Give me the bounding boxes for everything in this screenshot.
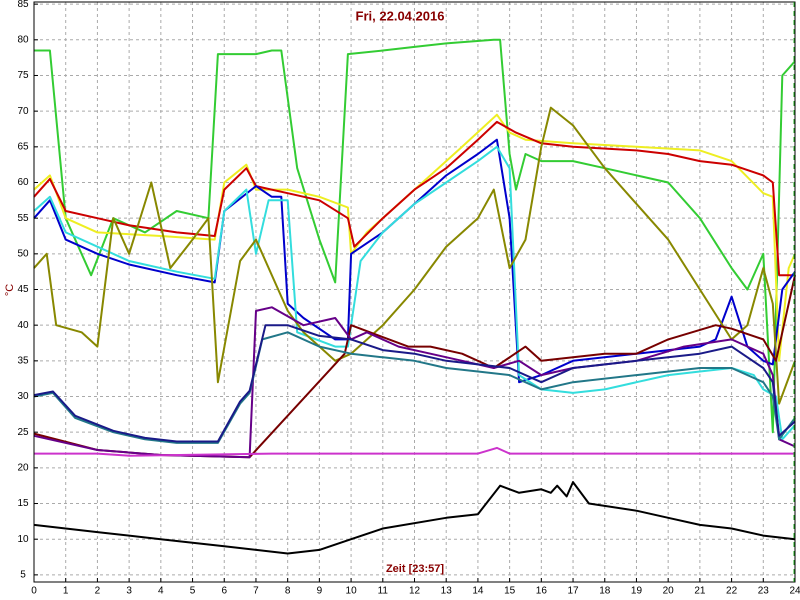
x-tick-label: 13	[441, 586, 453, 597]
y-tick-label: 50	[17, 248, 29, 259]
series-line	[33, 274, 796, 459]
x-tick-label: 23	[758, 586, 770, 597]
y-tick-label: 25	[17, 427, 29, 438]
grid	[33, 2, 796, 582]
y-tick-label: 80	[17, 34, 29, 45]
y-tick-label: 15	[17, 498, 29, 509]
x-tick-label: 9	[317, 586, 323, 597]
x-tick-label: 14	[472, 586, 484, 597]
x-tick-label: 8	[285, 586, 291, 597]
y-axis-label: °C	[4, 284, 16, 296]
x-tick-label: 1	[63, 586, 69, 597]
x-tick-label: 17	[567, 586, 579, 597]
series-line	[33, 324, 796, 443]
y-tick-label: 20	[17, 462, 29, 473]
y-tick-label: 70	[17, 106, 29, 117]
series-line	[33, 331, 796, 444]
x-tick-label: 12	[409, 586, 421, 597]
series-line	[33, 306, 796, 459]
series-line	[33, 145, 796, 441]
series-line	[33, 106, 796, 405]
x-tick-label: 10	[346, 586, 358, 597]
y-tick-label: 40	[17, 320, 29, 331]
x-tick-label: 4	[158, 586, 164, 597]
y-tick-label: 45	[17, 284, 29, 295]
x-tick-label: 21	[694, 586, 706, 597]
series-line	[33, 120, 795, 277]
x-tick-label: 22	[726, 586, 738, 597]
y-tick-label: 35	[17, 355, 29, 366]
y-tick-label: 85	[17, 0, 29, 10]
x-tick-label: 16	[536, 586, 548, 597]
x-tick-label: 19	[631, 586, 643, 597]
series-line	[33, 481, 796, 555]
y-tick-label: 75	[17, 70, 29, 81]
chart-title: Fri, 22.04.2016	[356, 8, 445, 23]
y-tick-label: 55	[17, 213, 29, 224]
x-axis-label: Zeit [23:57]	[386, 563, 444, 575]
x-tick-label: 20	[663, 586, 675, 597]
y-tick-label: 10	[17, 534, 29, 545]
y-tick-label: 5	[20, 570, 26, 581]
x-tick-label: 24	[789, 586, 800, 597]
x-tick-label: 2	[95, 586, 101, 597]
x-tick-label: 3	[126, 586, 132, 597]
x-tick-label: 18	[599, 586, 611, 597]
lines	[33, 38, 796, 555]
series-line	[34, 446, 795, 457]
y-tick-label: 60	[17, 177, 29, 188]
x-tick-label: 15	[504, 586, 516, 597]
y-tick-label: 65	[17, 141, 29, 152]
series-line	[34, 38, 796, 434]
y-tick-label: 30	[17, 391, 29, 402]
x-tick-label: 7	[253, 586, 259, 597]
x-tick-label: 5	[190, 586, 196, 597]
x-tick-label: 0	[31, 586, 37, 597]
x-tick-label: 11	[378, 586, 389, 597]
x-tick-label: 6	[221, 586, 227, 597]
